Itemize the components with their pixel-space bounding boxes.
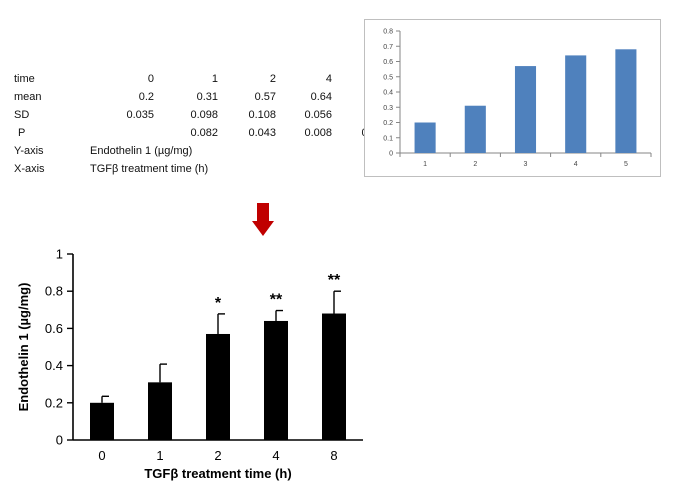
yaxis-row-value: Endothelin 1 (µg/mg): [90, 145, 193, 157]
p-row-label: P: [18, 127, 26, 139]
mean-cell: 0.2: [138, 91, 154, 103]
x-axis-title: TGFβ treatment time (h): [144, 466, 291, 481]
mean-cell: 0.31: [196, 91, 218, 103]
mean-row-label: mean: [14, 91, 42, 103]
time-cell: 0: [147, 73, 154, 85]
time-row-label: time: [14, 73, 35, 85]
mean-cell: 0.57: [254, 91, 276, 103]
excel-y-tick-label: 0.7: [383, 44, 393, 51]
time-cell: 2: [269, 73, 276, 85]
time-cell: 1: [211, 73, 218, 85]
excel-chart-frame: [364, 19, 661, 177]
sd-cell: 0.056: [304, 109, 332, 121]
xaxis-row-label: X-axis: [14, 163, 45, 175]
excel-y-tick-label: 0.8: [383, 29, 393, 36]
down-arrow-icon: [252, 203, 274, 236]
significance-marker: **: [328, 272, 341, 289]
final-y-tick-label: 0.4: [45, 358, 63, 373]
significance-marker: *: [215, 295, 222, 312]
final-x-tick-label: 0: [98, 448, 105, 463]
sd-row-label: SD: [14, 109, 30, 121]
final-bar: [322, 313, 346, 440]
final-y-tick-label: 0.6: [45, 321, 63, 336]
final-bar: [148, 382, 172, 440]
excel-bar: [414, 122, 436, 153]
excel-y-tick-label: 0.2: [383, 120, 393, 127]
excel-y-tick-label: 0.6: [383, 59, 393, 66]
excel-x-tick-label: 1: [423, 161, 427, 168]
p-cell: 0.043: [248, 127, 276, 139]
y-axis-title: Endothelin 1 (µg/mg): [16, 283, 31, 412]
excel-y-tick-label: 0.1: [383, 135, 393, 142]
final-x-tick-label: 1: [156, 448, 163, 463]
p-cell: 0.082: [190, 127, 218, 139]
mean-cell: 0.64: [310, 91, 332, 103]
yaxis-row-label: Y-axis: [14, 145, 44, 157]
excel-x-tick-label: 4: [574, 161, 578, 168]
significance-marker: **: [270, 292, 283, 309]
excel-bar: [615, 49, 637, 153]
xaxis-row-value: TGFβ treatment time (h): [90, 163, 209, 175]
sd-cell: 0.108: [248, 109, 276, 121]
final-y-tick-label: 0: [56, 433, 63, 448]
excel-y-tick-label: 0: [389, 151, 393, 158]
excel-bar: [565, 55, 587, 153]
excel-bar: [514, 66, 537, 153]
excel-x-tick-label: 3: [524, 161, 528, 168]
final-bar: [206, 333, 230, 440]
sd-cell: 0.098: [190, 109, 218, 121]
sd-cell: 0.035: [126, 109, 154, 121]
excel-x-tick-label: 5: [624, 161, 628, 168]
final-bar: [264, 320, 288, 440]
excel-y-tick-label: 0.3: [383, 105, 393, 112]
final-bar: [90, 402, 114, 440]
excel-x-tick-label: 2: [473, 161, 477, 168]
time-cell: 4: [325, 73, 332, 85]
final-y-tick-label: 0.8: [45, 284, 63, 299]
excel-bar-chart: 0 0.1 0.2 0.3 0.4 0.5 0.6 0.7 0.8 1 2 3 4 5: [364, 19, 661, 177]
final-x-tick-label: 2: [214, 448, 221, 463]
p-cell: 0.008: [304, 127, 332, 139]
excel-y-tick-label: 0.5: [383, 74, 393, 81]
excel-bar: [464, 105, 486, 153]
final-bar-chart: 0 0.2 0.4 0.6 0.8 1 0 1 * 2 ** 4 ** 8 TGFβ treatment t…: [16, 247, 363, 481]
final-y-tick-label: 1: [56, 247, 63, 262]
final-y-tick-label: 0.2: [45, 395, 63, 410]
final-x-tick-label: 8: [330, 448, 337, 463]
final-x-tick-label: 4: [272, 448, 279, 463]
excel-y-tick-label: 0.4: [383, 90, 393, 97]
